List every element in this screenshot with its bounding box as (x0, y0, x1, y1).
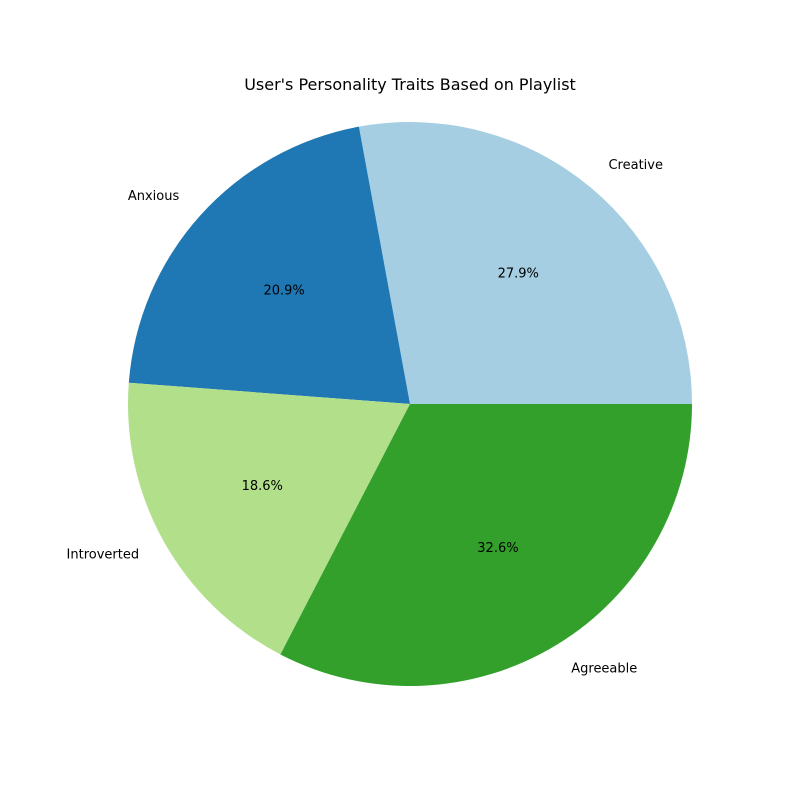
pie-labels: 27.9% Creative 20.9% Anxious 18.6% Introverte… (67, 158, 663, 676)
pie-slice-anxious (128, 126, 410, 404)
pie-pct-label-introverted: 18.6% (242, 479, 283, 494)
pie-slice-agreeable (280, 404, 692, 686)
pie-pct-label-anxious: 20.9% (263, 283, 304, 298)
pie-pct-label-creative: 27.9% (498, 266, 539, 281)
pie-category-label-creative: Creative (608, 158, 663, 173)
pie-category-label-agreeable: Agreeable (571, 661, 637, 676)
pie-category-label-introverted: Introverted (67, 548, 140, 563)
pie-pct-label-agreeable: 32.6% (477, 541, 518, 556)
pie-slices (128, 122, 692, 686)
pie-category-label-anxious: Anxious (128, 189, 180, 204)
chart-title: User's Personality Traits Based on Playl… (244, 75, 576, 94)
pie-slice-introverted (128, 382, 411, 655)
pie-slice-creative (358, 122, 692, 405)
